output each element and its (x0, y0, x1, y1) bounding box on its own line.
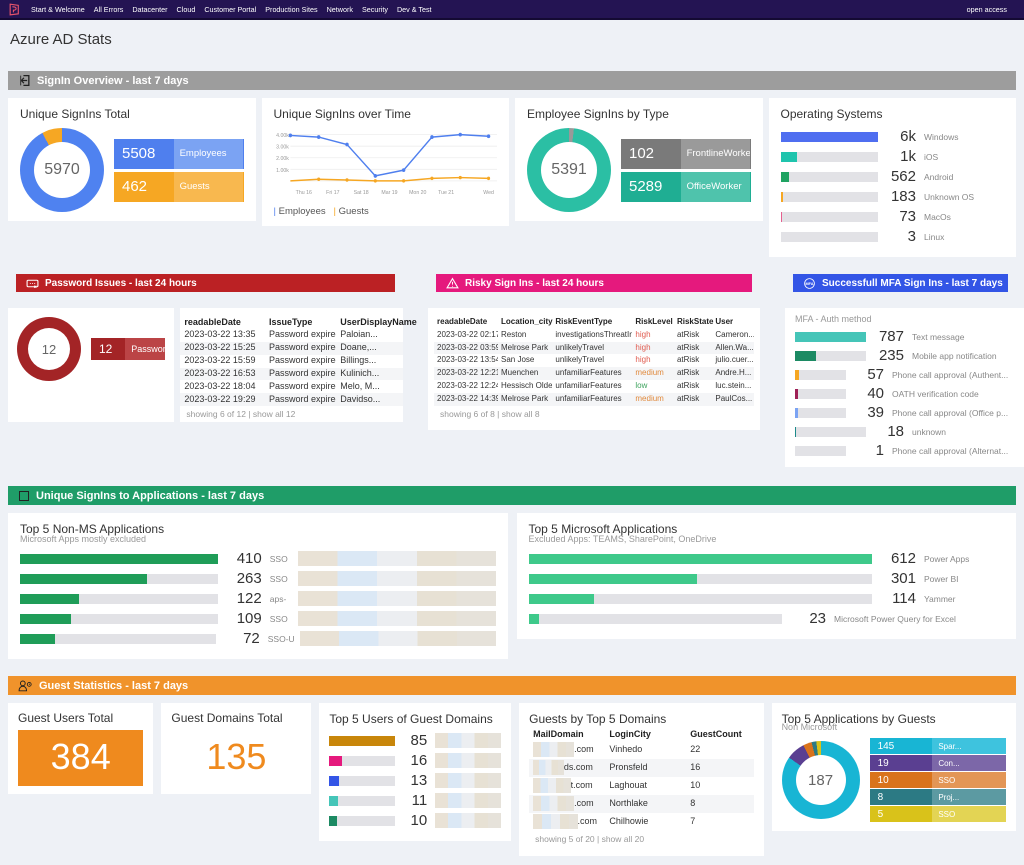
svg-text:Sat 18: Sat 18 (353, 190, 368, 196)
svg-text:1.00k: 1.00k (276, 168, 289, 174)
svg-text:Thu 16: Thu 16 (295, 190, 311, 196)
svg-text:Mar 19: Mar 19 (381, 190, 397, 196)
svg-text:4.00k: 4.00k (276, 133, 289, 139)
svg-text:MFA: MFA (806, 282, 814, 286)
svg-text:3.00k: 3.00k (276, 144, 289, 150)
svg-text:Mon 20: Mon 20 (409, 190, 426, 196)
svg-text:2.00k: 2.00k (276, 156, 289, 162)
svg-text:Fri 17: Fri 17 (326, 190, 339, 196)
svg-text:Wed: Wed (483, 190, 494, 196)
svg-text:Tue 21: Tue 21 (438, 190, 454, 196)
